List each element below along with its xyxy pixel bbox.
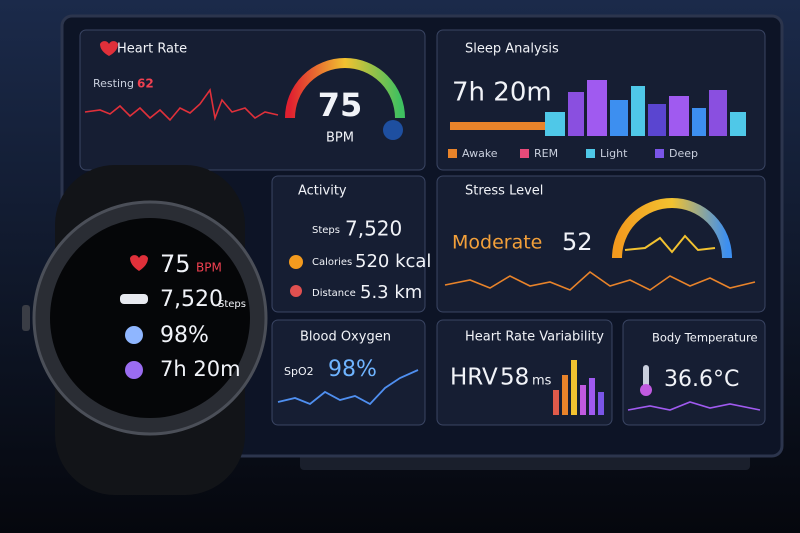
stress-value: 52	[562, 228, 593, 256]
watch-shoe-icon	[120, 294, 148, 304]
heart-icon	[100, 41, 118, 56]
thermometer-icon	[643, 365, 649, 387]
panel-title: Activity	[298, 184, 347, 199]
sleep-bar	[730, 112, 746, 136]
panel-title: Stress Level	[465, 184, 543, 199]
calories-icon	[289, 255, 303, 269]
sleep-bar	[587, 80, 607, 136]
hrv-label: HRV	[450, 365, 498, 391]
heart-badge	[383, 120, 403, 140]
temperature-value: 36.6°C	[664, 367, 739, 392]
legend-label: Awake	[462, 147, 498, 160]
legend-swatch	[655, 149, 664, 158]
heart-rate-unit: BPM	[326, 131, 354, 146]
watch-drop-icon	[125, 326, 143, 344]
hrv-value: 58	[500, 365, 529, 391]
legend-swatch	[520, 149, 529, 158]
stress-gauge	[612, 198, 732, 259]
sleep-bar	[669, 96, 689, 136]
panel-title: Sleep Analysis	[465, 42, 559, 57]
hrv-bar	[598, 392, 604, 415]
watch-moon-icon	[125, 361, 143, 379]
activity-label: Distance	[312, 288, 356, 299]
sleep-bars	[450, 80, 746, 136]
resting-label: Resting	[93, 77, 134, 90]
hrv-bars	[553, 360, 604, 415]
distance-icon	[290, 285, 302, 297]
stress-line	[444, 270, 756, 291]
stress-gauge-line	[624, 234, 716, 254]
watch-screen	[50, 218, 250, 418]
legend-label: REM	[534, 147, 558, 160]
heart-rate-line	[84, 87, 279, 122]
hrv-bar	[562, 375, 568, 415]
watch-steps-label: Steps	[218, 299, 246, 310]
watch-steps: 7,520	[160, 287, 223, 312]
activity-value: 7,520	[345, 217, 402, 241]
sleep-bar	[692, 108, 706, 136]
stress-panel	[436, 175, 766, 313]
legend-swatch	[448, 149, 457, 158]
activity-label: Calories	[312, 257, 352, 268]
temperature-line	[627, 401, 761, 411]
sleep-bar	[709, 90, 727, 136]
hrv-bar	[589, 378, 595, 415]
hrv-bar	[571, 360, 577, 415]
hrv-bar	[580, 385, 586, 415]
watch-heart-unit: BPM	[196, 261, 222, 275]
watch-heart-rate: 75	[160, 250, 191, 278]
panel-title: Heart Rate Variability	[465, 330, 604, 345]
resting-value: 62	[137, 77, 154, 91]
watch-sleep: 7h 20m	[160, 357, 241, 381]
activity-panel	[271, 175, 426, 313]
hrv-unit: ms	[532, 374, 552, 389]
activity-label: Steps	[312, 225, 340, 236]
spo2-line	[277, 369, 419, 406]
stress-level: Moderate	[452, 232, 542, 254]
watch-heart-icon	[130, 255, 148, 271]
legend-label: Light	[600, 147, 628, 160]
spo2-value: 98%	[328, 357, 377, 382]
panel-title: Blood Oxygen	[300, 330, 391, 345]
hrv-bar	[553, 390, 559, 415]
sleep-bar	[631, 86, 645, 136]
sleep-bar	[545, 112, 565, 136]
panel-title: Heart Rate	[117, 42, 187, 57]
blood-oxygen-panel	[271, 319, 426, 426]
spo2-label: SpO2	[284, 365, 314, 378]
sleep-bar	[610, 100, 628, 136]
heart-rate-gauge	[285, 58, 405, 119]
activity-value: 520 kcal	[355, 251, 431, 272]
heart-rate-value: 75	[318, 86, 363, 124]
sleep-bar	[568, 92, 584, 136]
legend-label: Deep	[669, 147, 698, 160]
hrv-panel	[436, 319, 613, 426]
watch-oxygen: 98%	[160, 323, 209, 348]
legend-swatch	[586, 149, 595, 158]
sleep-bar	[450, 122, 545, 130]
panel-title: Body Temperature	[652, 331, 758, 345]
thermometer-bulb	[640, 384, 652, 396]
watch-button	[22, 305, 30, 331]
activity-value: 5.3 km	[360, 282, 422, 303]
sleep-duration: 7h 20m	[452, 78, 552, 108]
sleep-bar	[648, 104, 666, 136]
body-temperature-panel	[622, 319, 766, 426]
